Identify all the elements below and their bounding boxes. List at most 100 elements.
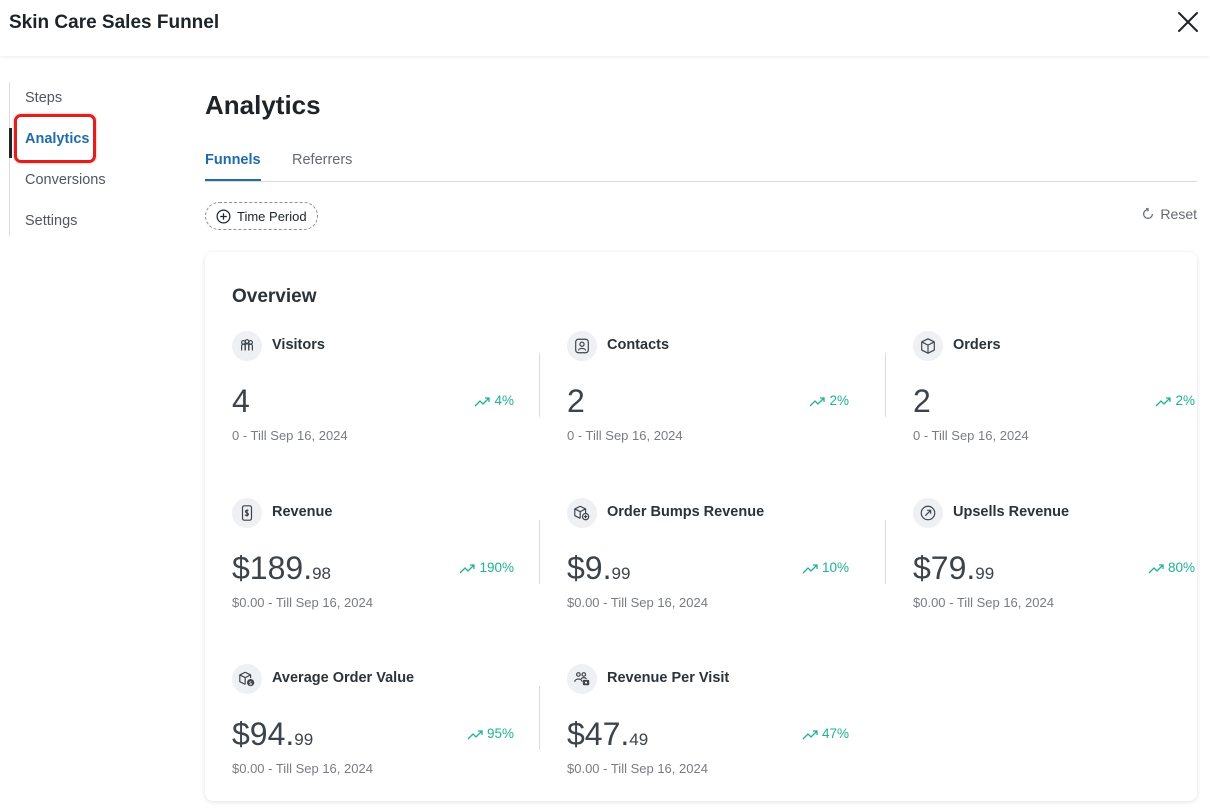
trend-value: 47% <box>821 726 849 741</box>
metric-value: 2 <box>567 383 585 420</box>
tab-referrers[interactable]: Referrers <box>292 152 353 168</box>
metric-label: Average Order Value <box>272 670 415 686</box>
order-bump-icon <box>567 498 597 528</box>
reset-button[interactable]: Reset <box>1141 206 1197 222</box>
metric-label: Revenue <box>272 504 333 520</box>
trend-indicator: 47% <box>802 726 849 741</box>
metric-value-int: $47. <box>567 716 630 752</box>
trend-value: 80% <box>1167 560 1195 575</box>
metric-visitors: Visitors 4 4% 0 - Till Sep 16, 2024 <box>232 331 514 451</box>
trend-value: 2% <box>829 393 849 408</box>
trend-indicator: 95% <box>467 726 514 741</box>
tab-bar: Funnels Referrers <box>205 148 1197 182</box>
svg-text:$: $ <box>249 681 252 687</box>
metric-label: Orders <box>953 337 1001 353</box>
metric-value-dec: 49 <box>629 730 649 749</box>
metric-order-bumps-revenue: Order Bumps Revenue $9.99 10% $0.00 - Ti… <box>567 498 849 618</box>
trend-value: 2% <box>1175 393 1195 408</box>
metric-value: 4 <box>232 383 250 420</box>
divider <box>539 520 540 584</box>
overview-title: Overview <box>232 286 317 307</box>
divider <box>539 686 540 750</box>
metric-label: Upsells Revenue <box>953 504 1070 520</box>
metric-revenue-per-visit: Revenue Per Visit $47.49 47% $0.00 - Til… <box>567 664 849 784</box>
metric-value: 2 <box>913 383 931 420</box>
trend-indicator: 80% <box>1148 560 1195 575</box>
trend-value: 95% <box>486 726 514 741</box>
trend-up-icon <box>460 563 476 573</box>
divider <box>539 353 540 417</box>
metric-label: Order Bumps Revenue <box>607 504 765 520</box>
trend-up-icon <box>802 563 818 573</box>
metric-label: Revenue Per Visit <box>607 670 730 686</box>
tab-funnels[interactable]: Funnels <box>205 152 261 181</box>
time-period-label: Time Period <box>237 208 307 224</box>
trend-value: 4% <box>494 393 514 408</box>
metric-value-dec: 99 <box>294 730 314 749</box>
app-title: Skin Care Sales Funnel <box>9 12 220 33</box>
upsell-icon <box>913 498 943 528</box>
trend-value: 190% <box>479 560 514 575</box>
metric-value: $94.99 <box>232 716 313 753</box>
metric-value-dec: 99 <box>611 564 631 583</box>
sidebar-item-settings[interactable]: Settings <box>25 213 78 229</box>
metric-value-int: $79. <box>913 550 976 586</box>
divider <box>885 520 886 584</box>
visitors-icon <box>232 331 262 361</box>
metric-value: $79.99 <box>913 550 994 587</box>
metric-value-int: $9. <box>567 550 612 586</box>
close-icon <box>1178 12 1198 32</box>
overview-card: Overview Visitors 4 4% 0 - Till Sep 16, … <box>205 252 1197 801</box>
sidebar-item-analytics[interactable]: Analytics <box>9 123 169 164</box>
close-button[interactable] <box>1176 10 1200 34</box>
metric-value-int: 2 <box>567 383 585 419</box>
trend-up-icon <box>1156 396 1172 406</box>
top-bar: Skin Care Sales Funnel <box>0 0 1210 56</box>
metric-label: Visitors <box>272 337 325 353</box>
metric-subtext: $0.00 - Till Sep 16, 2024 <box>232 595 373 610</box>
metric-subtext: 0 - Till Sep 16, 2024 <box>232 428 348 443</box>
trend-up-icon <box>475 396 491 406</box>
trend-indicator: 4% <box>474 393 514 408</box>
reset-label: Reset <box>1160 206 1197 222</box>
box-icon <box>913 331 943 361</box>
metric-revenue: Revenue $189.98 190% $0.00 - Till Sep 16… <box>232 498 514 618</box>
metric-value: $9.99 <box>567 550 630 587</box>
metric-contacts: Contacts 2 2% 0 - Till Sep 16, 2024 <box>567 331 849 451</box>
metric-value-int: 4 <box>232 383 250 419</box>
trend-up-icon <box>1148 563 1164 573</box>
trend-indicator: 2% <box>809 393 849 408</box>
sidebar-nav: Steps Analytics Conversions Settings <box>9 82 169 236</box>
time-period-button[interactable]: Time Period <box>205 202 318 230</box>
sidebar-item-conversions[interactable]: Conversions <box>25 172 106 188</box>
revenue-icon <box>232 498 262 528</box>
metric-subtext: $0.00 - Till Sep 16, 2024 <box>232 761 373 776</box>
metric-subtext: $0.00 - Till Sep 16, 2024 <box>567 595 708 610</box>
metric-subtext: 0 - Till Sep 16, 2024 <box>913 428 1029 443</box>
metric-value-int: $94. <box>232 716 295 752</box>
divider <box>885 353 886 417</box>
metric-average-order-value: $ Average Order Value $94.99 95% $0.00 -… <box>232 664 514 784</box>
revenue-per-visit-icon <box>567 664 597 694</box>
metric-value: $189.98 <box>232 550 331 587</box>
sidebar-item-steps[interactable]: Steps <box>25 90 63 106</box>
trend-up-icon <box>467 729 483 739</box>
metric-value-int: 2 <box>913 383 931 419</box>
page-title: Analytics <box>205 90 321 120</box>
reset-icon <box>1143 207 1154 219</box>
trend-indicator: 190% <box>459 560 514 575</box>
metric-subtext: $0.00 - Till Sep 16, 2024 <box>913 595 1054 610</box>
contacts-icon <box>567 331 597 361</box>
metric-upsells-revenue: Upsells Revenue $79.99 80% $0.00 - Till … <box>913 498 1195 618</box>
metric-subtext: $0.00 - Till Sep 16, 2024 <box>567 761 708 776</box>
metric-value: $47.49 <box>567 716 648 753</box>
trend-up-icon <box>802 729 818 739</box>
trend-value: 10% <box>821 560 849 575</box>
trend-indicator: 2% <box>1155 393 1195 408</box>
plus-circle-icon <box>216 209 231 223</box>
metric-value-dec: 98 <box>312 564 331 583</box>
trend-indicator: 10% <box>802 560 849 575</box>
metric-value-dec: 99 <box>975 564 995 583</box>
metric-label: Contacts <box>607 337 670 353</box>
metric-value-int: $189. <box>232 550 313 586</box>
